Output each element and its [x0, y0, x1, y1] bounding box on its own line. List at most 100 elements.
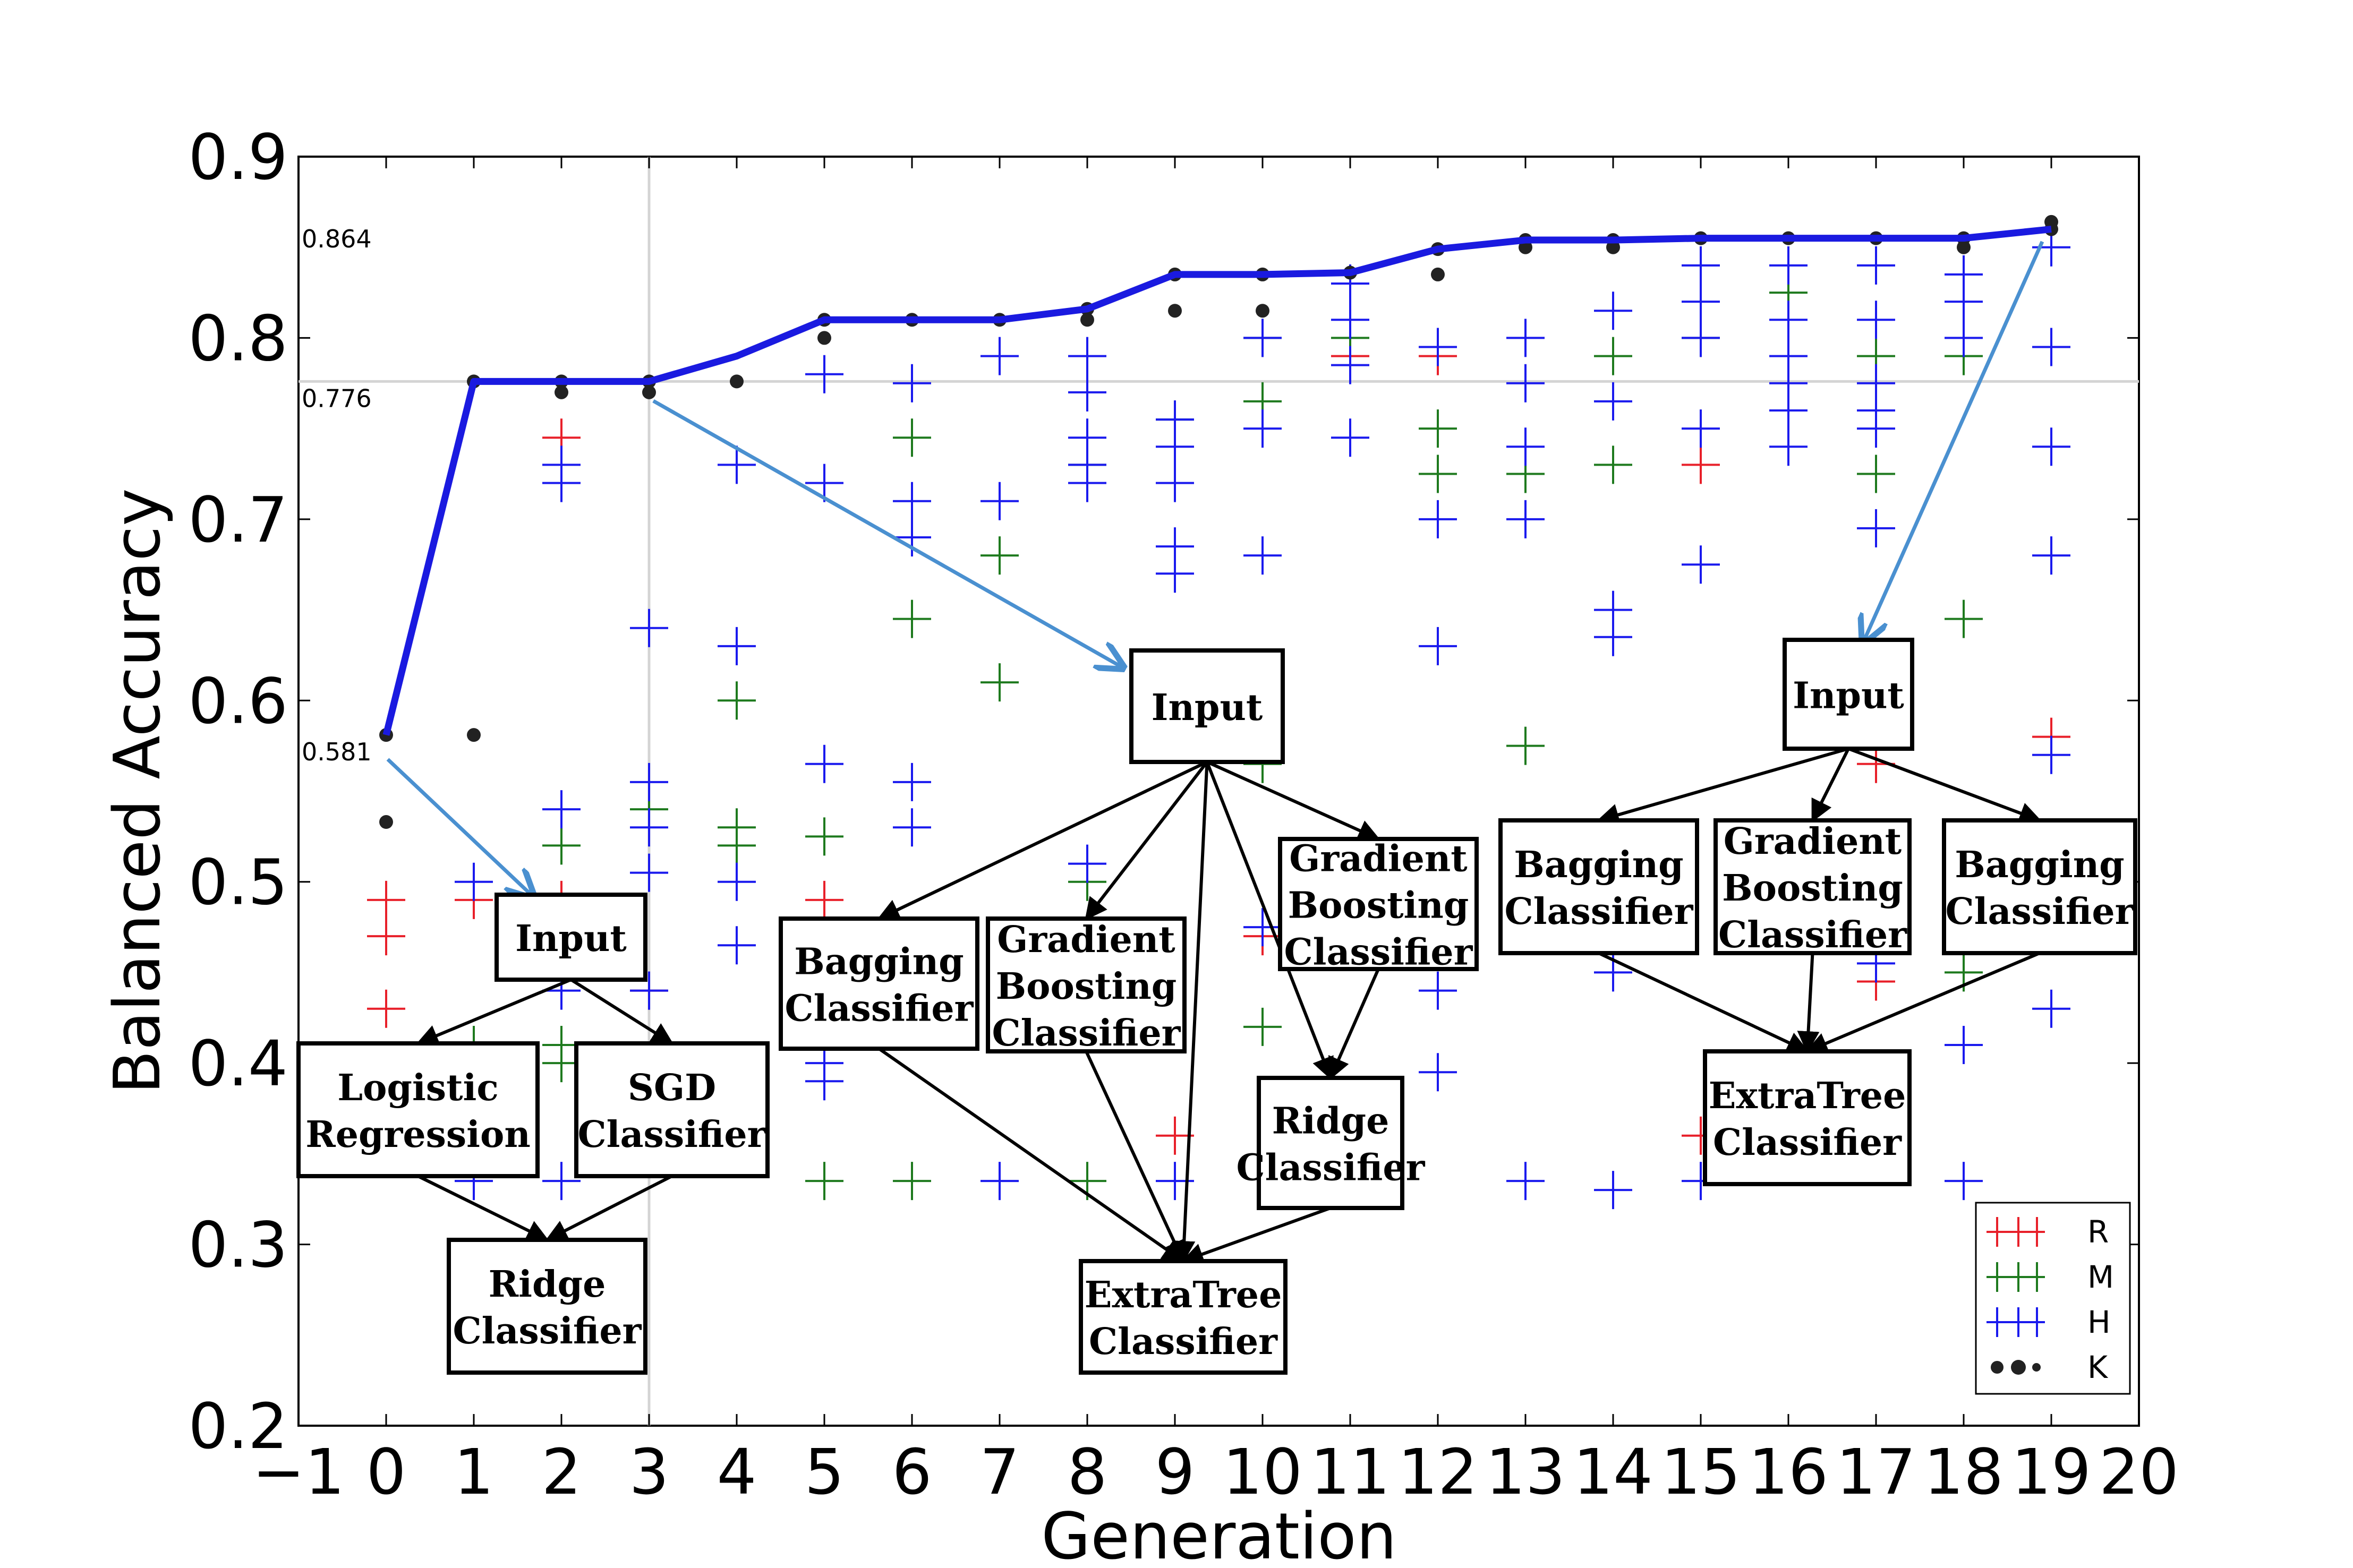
point-M [981, 536, 1019, 575]
pipeline-box-frame [986, 916, 1187, 1053]
x-tick-label: 15 [1661, 1435, 1741, 1509]
point-H [1506, 427, 1545, 466]
point-H [1945, 1162, 1983, 1201]
x-tick-label: 9 [1155, 1435, 1195, 1509]
point-H [893, 482, 931, 520]
point-M [718, 826, 756, 865]
legend-marker [1991, 1361, 2004, 1374]
point-M [1506, 726, 1545, 765]
pipeline-box-label: Ridge [1272, 1100, 1389, 1143]
point-M [1945, 599, 1983, 638]
pipeline-box-label: Classifier [453, 1310, 642, 1352]
point-H [1857, 246, 1895, 285]
legend-box [1975, 1202, 2131, 1395]
pipeline-edge [1598, 952, 1810, 1053]
point-H [1331, 346, 1369, 384]
x-tick-label: 13 [1486, 1435, 1565, 1509]
y-tick-label: 0.5 [188, 846, 288, 919]
pipeline-box-frame [447, 1238, 647, 1375]
pipeline-box-label: Ridge [489, 1263, 606, 1306]
x-tick-label: 8 [1067, 1435, 1107, 1509]
pipeline-box-label: Boosting [996, 965, 1177, 1008]
point-H [1682, 409, 1720, 448]
point-H [893, 808, 931, 847]
legend-label: K [2087, 1349, 2109, 1385]
legend-label: H [2087, 1304, 2111, 1340]
point-H [455, 862, 493, 901]
value-annotation: 0.864 [302, 225, 372, 253]
point-H [630, 971, 668, 1010]
pipeline-box-frame [1079, 1259, 1288, 1375]
pipeline-box-frame [1783, 638, 1914, 751]
x-tick-label: 18 [1924, 1435, 2004, 1509]
pipeline-box-label: Boosting [1288, 885, 1469, 927]
x-tick-label: 19 [2011, 1435, 2091, 1509]
point-H [1594, 292, 1632, 330]
pipeline-edge [878, 1047, 1185, 1263]
legend-marker [2032, 1363, 2041, 1372]
point-R [367, 917, 405, 956]
y-axis-label: Balanced Accuracy [101, 489, 175, 1094]
pipeline-box-frame [1129, 648, 1285, 764]
point-H [981, 482, 1019, 520]
pipeline-box-frame [1498, 818, 1699, 955]
point-H [981, 1162, 1019, 1201]
y-tick-label: 0.4 [188, 1027, 288, 1100]
point-H [1243, 409, 1282, 448]
point-K [1606, 240, 1620, 254]
point-H [2032, 735, 2070, 774]
point-H [981, 337, 1019, 375]
point-H [1419, 500, 1457, 538]
legend-entry-R: R [1987, 1214, 2109, 1250]
point-H [1594, 618, 1632, 656]
pipeline-edge [1596, 747, 1849, 826]
pipeline-edge [877, 760, 1208, 920]
pipeline-box-frame [495, 893, 647, 982]
point-H [1682, 246, 1720, 285]
point-M [1594, 445, 1632, 484]
point-H [1682, 282, 1720, 321]
point-H [1068, 373, 1106, 412]
pipeline-box-label: Classifier [578, 1113, 767, 1156]
point-H [1156, 554, 1194, 593]
pipeline-box-label: Bagging [1955, 844, 2124, 886]
point-H [1945, 282, 1983, 321]
point-M [893, 599, 931, 638]
point-H [1769, 301, 1808, 339]
pipeline-box-frame [1278, 837, 1479, 971]
point-M [893, 1162, 931, 1201]
best-accuracy-line [382, 226, 2052, 736]
value-annotation: 0.581 [302, 738, 372, 766]
point-M [1594, 337, 1632, 375]
point-H [630, 609, 668, 647]
pipeline-diagram: InputBaggingClassifierGradientBoostingCl… [1498, 241, 2137, 1186]
point-H [805, 744, 843, 783]
pipeline-box-frame [1703, 1049, 1912, 1186]
point-K [817, 331, 831, 345]
pipeline-box: Input [1783, 638, 1914, 751]
point-H [1945, 319, 1983, 357]
pipeline-box-label: Input [1793, 675, 1904, 717]
point-M [805, 817, 843, 856]
point-H [805, 464, 843, 502]
pipeline-box-label: Gradient [1724, 820, 1902, 863]
pipeline-box-label: Input [1152, 687, 1263, 729]
pipeline-edge [1181, 1206, 1332, 1265]
x-tick-label: 6 [892, 1435, 932, 1509]
x-tick-label: 1 [454, 1435, 493, 1509]
pipeline-box-label: Gradient [997, 919, 1175, 961]
pipeline-box-label: Classifier [1505, 890, 1694, 933]
point-H [718, 445, 756, 484]
pipeline-box-label: Logistic [337, 1067, 498, 1109]
pointer-arrow [1864, 241, 2044, 640]
point-H [893, 762, 931, 801]
point-M [718, 681, 756, 720]
point-R [367, 880, 405, 919]
point-H [1945, 1026, 1983, 1064]
pipeline-box-label: ExtraTree [1709, 1075, 1906, 1117]
pipeline-box-label: ExtraTree [1085, 1274, 1282, 1316]
